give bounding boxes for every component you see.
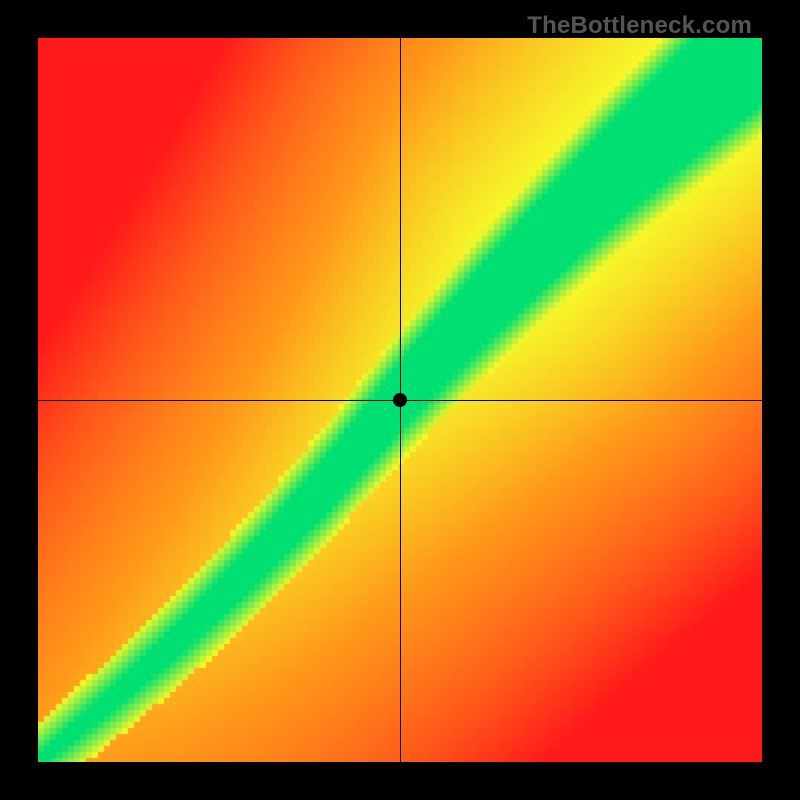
- marker-point: [393, 393, 407, 407]
- plot-area: [38, 38, 762, 762]
- watermark-text: TheBottleneck.com: [527, 12, 752, 40]
